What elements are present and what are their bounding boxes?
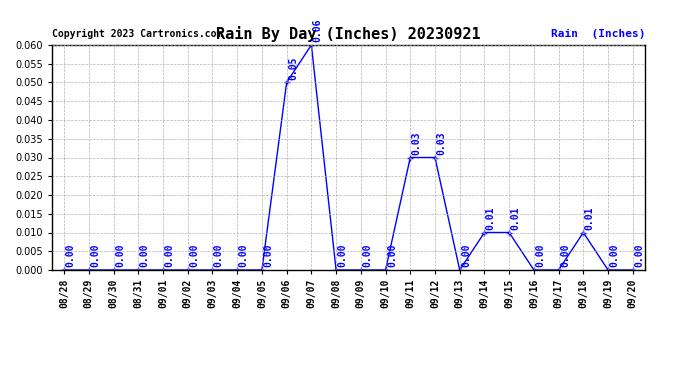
Text: 0.00: 0.00: [66, 244, 75, 267]
Text: 0.01: 0.01: [486, 206, 496, 230]
Text: 0.06: 0.06: [313, 19, 323, 42]
Text: 0.00: 0.00: [560, 244, 570, 267]
Text: 0.00: 0.00: [90, 244, 100, 267]
Text: 0.00: 0.00: [634, 244, 644, 267]
Text: 0.00: 0.00: [609, 244, 620, 267]
Text: 0.00: 0.00: [214, 244, 224, 267]
Text: 0.01: 0.01: [584, 206, 595, 230]
Text: 0.03: 0.03: [412, 131, 422, 155]
Text: 0.00: 0.00: [164, 244, 175, 267]
Text: 0.00: 0.00: [139, 244, 150, 267]
Text: 0.03: 0.03: [436, 131, 446, 155]
Text: 0.00: 0.00: [461, 244, 471, 267]
Text: Rain  (Inches): Rain (Inches): [551, 29, 645, 39]
Text: 0.05: 0.05: [288, 56, 298, 80]
Text: 0.00: 0.00: [239, 244, 248, 267]
Text: 0.00: 0.00: [264, 244, 273, 267]
Text: 0.01: 0.01: [511, 206, 520, 230]
Text: 0.00: 0.00: [115, 244, 125, 267]
Text: Copyright 2023 Cartronics.com: Copyright 2023 Cartronics.com: [52, 29, 222, 39]
Text: 0.00: 0.00: [535, 244, 545, 267]
Text: 0.00: 0.00: [387, 244, 397, 267]
Title: Rain By Day (Inches) 20230921: Rain By Day (Inches) 20230921: [216, 27, 481, 42]
Text: 0.00: 0.00: [189, 244, 199, 267]
Text: 0.00: 0.00: [362, 244, 372, 267]
Text: 0.00: 0.00: [337, 244, 348, 267]
